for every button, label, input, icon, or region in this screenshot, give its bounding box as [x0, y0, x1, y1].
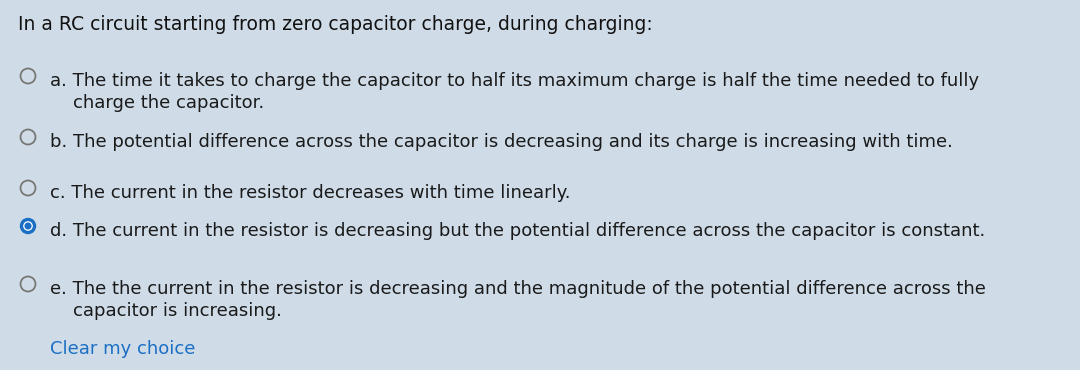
Text: c. The current in the resistor decreases with time linearly.: c. The current in the resistor decreases…	[50, 184, 570, 202]
Text: In a RC circuit starting from zero capacitor charge, during charging:: In a RC circuit starting from zero capac…	[18, 15, 652, 34]
Text: capacitor is increasing.: capacitor is increasing.	[50, 302, 282, 320]
Text: d. The current in the resistor is decreasing but the potential difference across: d. The current in the resistor is decrea…	[50, 222, 985, 240]
Circle shape	[25, 223, 31, 229]
Text: a. The time it takes to charge the capacitor to half its maximum charge is half : a. The time it takes to charge the capac…	[50, 72, 980, 90]
Text: Clear my choice: Clear my choice	[50, 340, 195, 358]
Circle shape	[21, 219, 36, 233]
Text: e. The the current in the resistor is decreasing and the magnitude of the potent: e. The the current in the resistor is de…	[50, 280, 986, 298]
Text: b. The potential difference across the capacitor is decreasing and its charge is: b. The potential difference across the c…	[50, 133, 953, 151]
Text: charge the capacitor.: charge the capacitor.	[50, 94, 265, 112]
Circle shape	[24, 222, 32, 230]
